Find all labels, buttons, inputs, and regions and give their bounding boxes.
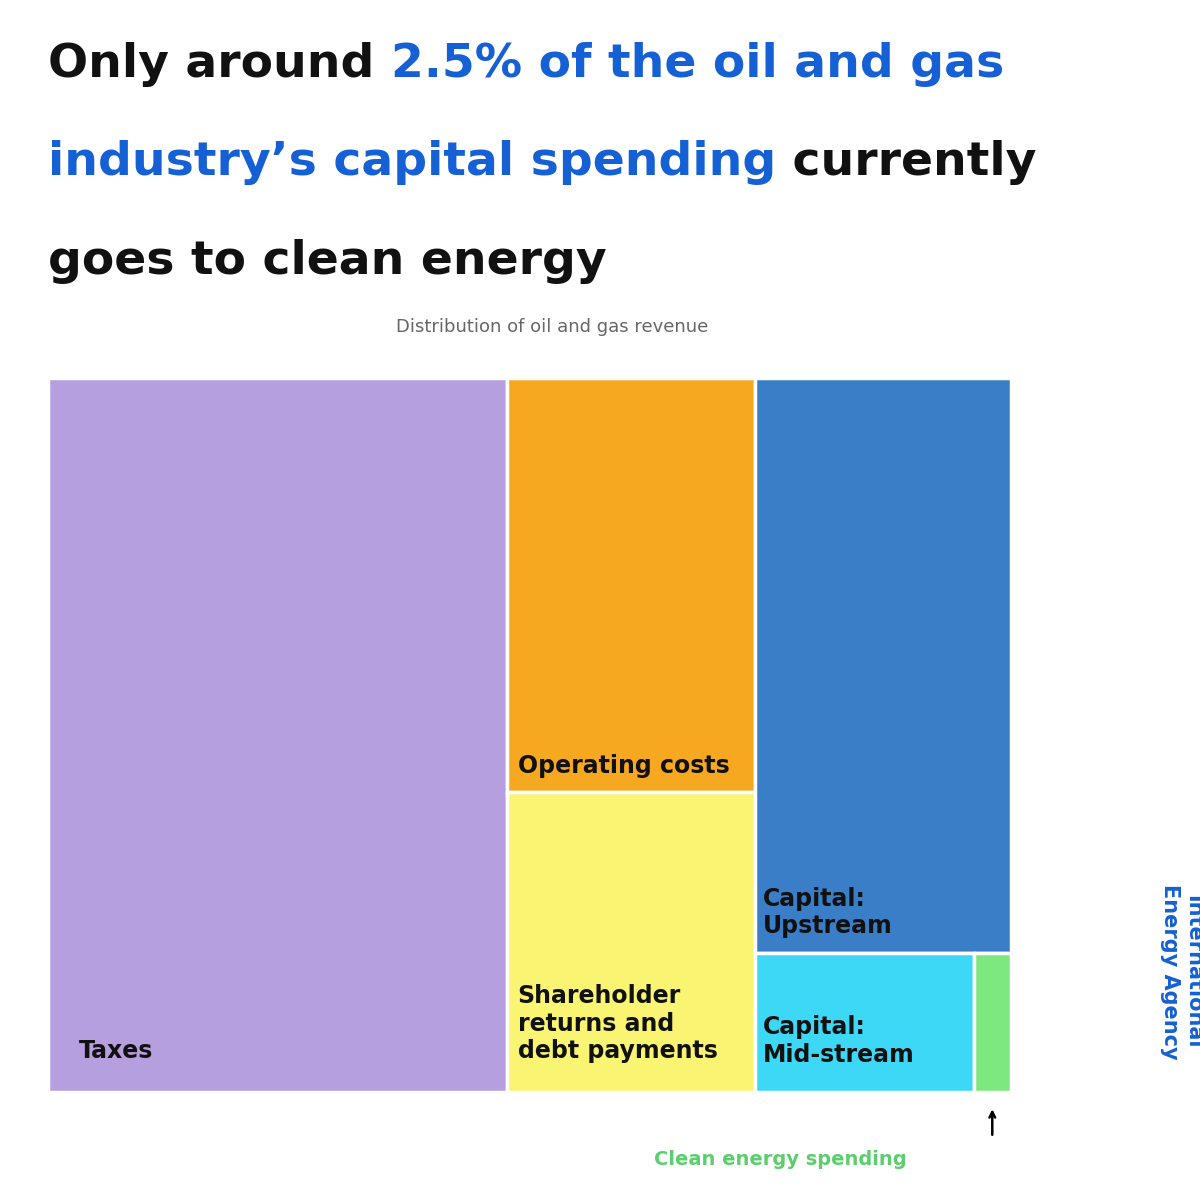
Bar — [508, 378, 755, 792]
Bar — [508, 792, 755, 1092]
Text: Distribution of oil and gas revenue: Distribution of oil and gas revenue — [396, 318, 708, 336]
Text: goes to clean energy: goes to clean energy — [48, 239, 607, 284]
Bar — [755, 378, 1010, 953]
Text: industry’s capital spending: industry’s capital spending — [48, 140, 776, 185]
Bar — [755, 953, 973, 1092]
Text: Only around: Only around — [48, 42, 391, 86]
Text: Operating costs: Operating costs — [517, 754, 730, 778]
Text: International
Energy Agency: International Energy Agency — [1160, 884, 1200, 1060]
Text: 2.5% of the oil and gas: 2.5% of the oil and gas — [391, 42, 1004, 86]
Text: Capital:
Mid-stream: Capital: Mid-stream — [763, 1015, 914, 1067]
Text: Capital:
Upstream: Capital: Upstream — [763, 887, 893, 938]
Bar — [48, 378, 508, 1092]
Text: Clean energy spending: Clean energy spending — [654, 1150, 907, 1169]
Text: currently: currently — [776, 140, 1037, 185]
Text: Shareholder
returns and
debt payments: Shareholder returns and debt payments — [517, 984, 718, 1063]
Bar — [973, 953, 1010, 1092]
Text: Taxes: Taxes — [79, 1039, 154, 1063]
